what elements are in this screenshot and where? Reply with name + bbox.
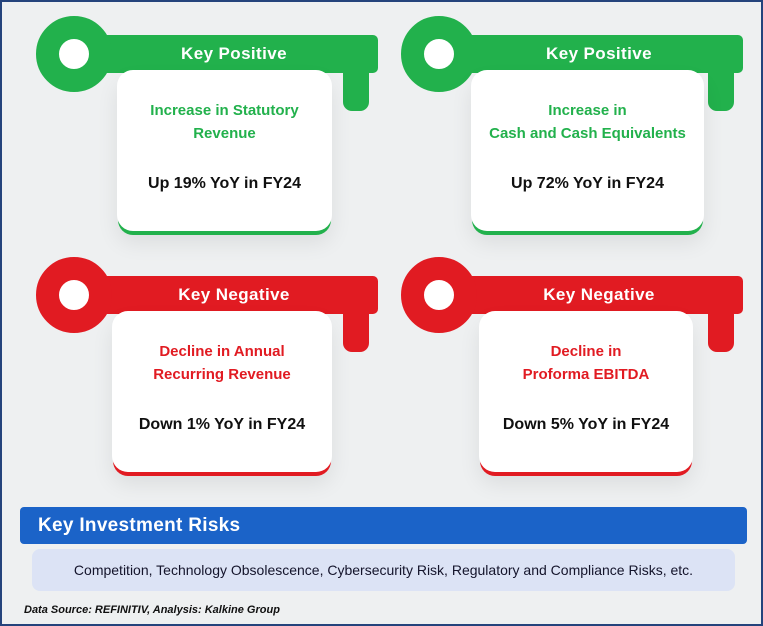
card-title: Decline in Proforma EBITDA	[522, 343, 650, 383]
key-tooth-icon	[708, 71, 734, 111]
key-positive-header-bar: Key Positive	[90, 35, 378, 73]
key-ring-icon	[401, 257, 477, 333]
key-negative-header-bar: Key Negative	[90, 276, 378, 314]
key-tooth-icon	[708, 312, 734, 352]
key-ring-icon	[36, 16, 112, 92]
card-value: Down 5% YoY in FY24	[502, 416, 670, 433]
key-ring-icon	[401, 16, 477, 92]
card-value: Up 72% YoY in FY24	[511, 175, 664, 192]
key-positive-label: Key Positive	[181, 44, 287, 63]
key-positive-block-cash-equivalents: Key Positive Increase in Cash and Cash E…	[385, 16, 750, 241]
key-negative-header-bar: Key Negative	[455, 276, 743, 314]
key-negative-label: Key Negative	[543, 285, 655, 304]
card-title: Increase in Statutory Revenue	[150, 102, 299, 142]
key-negative-label: Key Negative	[178, 285, 290, 304]
data-source-note: Data Source: REFINITIV, Analysis: Kalkin…	[24, 604, 280, 616]
key-detail-card: Increase in Cash and Cash Equivalents Up…	[471, 70, 704, 231]
key-tooth-icon	[343, 312, 369, 352]
key-positive-header-bar: Key Positive	[455, 35, 743, 73]
key-positive-label: Key Positive	[546, 44, 652, 63]
risks-section-title: Key Investment Risks	[38, 514, 241, 536]
risks-section-body: Competition, Technology Obsolescence, Cy…	[32, 549, 735, 591]
key-negative-block-arr: Key Negative Decline in Annual Recurring…	[20, 257, 385, 482]
card-value: Down 1% YoY in FY24	[138, 416, 306, 433]
key-tooth-icon	[343, 71, 369, 111]
key-detail-card: Decline in Annual Recurring Revenue Down…	[112, 311, 332, 472]
key-positive-block-statutory-revenue: Key Positive Increase in Statutory Reven…	[20, 16, 385, 241]
risks-section-header: Key Investment Risks	[20, 507, 747, 544]
key-ring-icon	[36, 257, 112, 333]
card-title: Decline in Annual Recurring Revenue	[153, 343, 291, 383]
key-negative-block-proforma-ebitda: Key Negative Decline in Proforma EBITDA …	[385, 257, 750, 482]
card-title: Increase in Cash and Cash Equivalents	[489, 102, 686, 142]
card-value: Up 19% YoY in FY24	[148, 175, 301, 192]
key-detail-card: Increase in Statutory Revenue Up 19% YoY…	[117, 70, 332, 231]
key-detail-card: Decline in Proforma EBITDA Down 5% YoY i…	[479, 311, 693, 472]
risks-text: Competition, Technology Obsolescence, Cy…	[73, 562, 694, 578]
